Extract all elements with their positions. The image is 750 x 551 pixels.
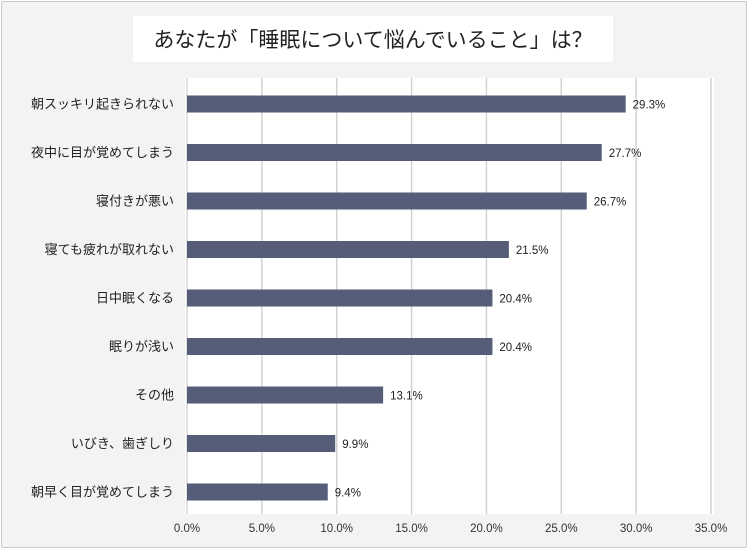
chart-title: あなたが「睡眠について悩んでいること」は？ bbox=[133, 16, 613, 62]
value-label: 9.9% bbox=[342, 439, 368, 451]
x-tick-label: 10.0% bbox=[320, 523, 353, 535]
category-label: その他 bbox=[135, 389, 174, 404]
bar bbox=[187, 483, 328, 501]
x-tick-label: 35.0% bbox=[695, 523, 728, 535]
bar bbox=[187, 435, 336, 452]
bar bbox=[187, 144, 602, 161]
category-label: いびき、歯ぎしり bbox=[71, 437, 174, 452]
category-label: 日中眠くなる bbox=[96, 292, 174, 307]
category-label: 寝ても疲れが取れない bbox=[45, 242, 174, 258]
category-label: 朝早く目が覚めてしまう bbox=[31, 486, 174, 501]
x-tick-label: 20.0% bbox=[470, 523, 503, 535]
bar bbox=[187, 386, 384, 404]
x-tick-label: 30.0% bbox=[620, 523, 653, 535]
bar bbox=[187, 192, 587, 210]
value-label: 26.7% bbox=[594, 197, 627, 209]
bar bbox=[187, 241, 509, 258]
category-label: 朝スッキリ起きられない bbox=[31, 98, 174, 113]
category-label: 眠りが浅い bbox=[109, 340, 174, 355]
x-tick-label: 15.0% bbox=[395, 523, 428, 535]
value-label: 20.4% bbox=[499, 294, 532, 306]
bar bbox=[187, 289, 493, 307]
category-label: 夜中に目が覚めてしまう bbox=[31, 146, 174, 161]
value-label: 9.4% bbox=[335, 488, 361, 500]
value-label: 21.5% bbox=[516, 245, 549, 257]
value-label: 20.4% bbox=[499, 342, 532, 354]
x-tick-label: 25.0% bbox=[545, 523, 578, 535]
x-tick-label: 0.0% bbox=[174, 523, 200, 535]
bar bbox=[187, 95, 626, 113]
value-label: 27.7% bbox=[609, 148, 642, 160]
value-label: 13.1% bbox=[390, 391, 423, 403]
value-label: 29.3% bbox=[633, 100, 666, 112]
category-label: 寝付きが悪い bbox=[96, 194, 174, 210]
x-tick-label: 5.0% bbox=[249, 523, 275, 535]
bar bbox=[187, 338, 493, 355]
